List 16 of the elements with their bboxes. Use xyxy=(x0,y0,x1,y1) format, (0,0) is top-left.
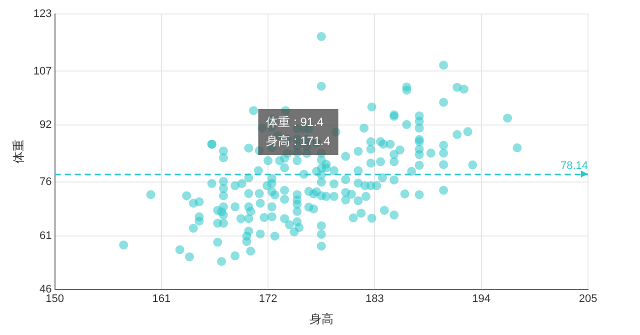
y-tick-label: 76 xyxy=(40,176,52,188)
y-tick-label: 46 xyxy=(40,283,52,296)
y-tick-label: 107 xyxy=(33,65,52,78)
y-tick-label: 92 xyxy=(40,118,52,131)
x-tick-label: 161 xyxy=(152,293,171,306)
x-tick-label: 172 xyxy=(258,293,278,306)
y-tick-label: 61 xyxy=(40,230,52,242)
y-axis-title: 体重 xyxy=(12,140,26,164)
x-tick-label: 194 xyxy=(472,293,491,306)
y-tick-label: 123 xyxy=(33,8,52,20)
annotation: 体重 : 91.4 身高 : 171.4 xyxy=(266,114,331,148)
x-tick-label: 205 xyxy=(578,293,598,306)
x-tick-label: 183 xyxy=(366,293,384,306)
x-tick-label: 150 xyxy=(46,293,64,306)
ref-line-label: 78.14 xyxy=(560,160,588,172)
x-axis-title: 身高 xyxy=(309,312,334,326)
